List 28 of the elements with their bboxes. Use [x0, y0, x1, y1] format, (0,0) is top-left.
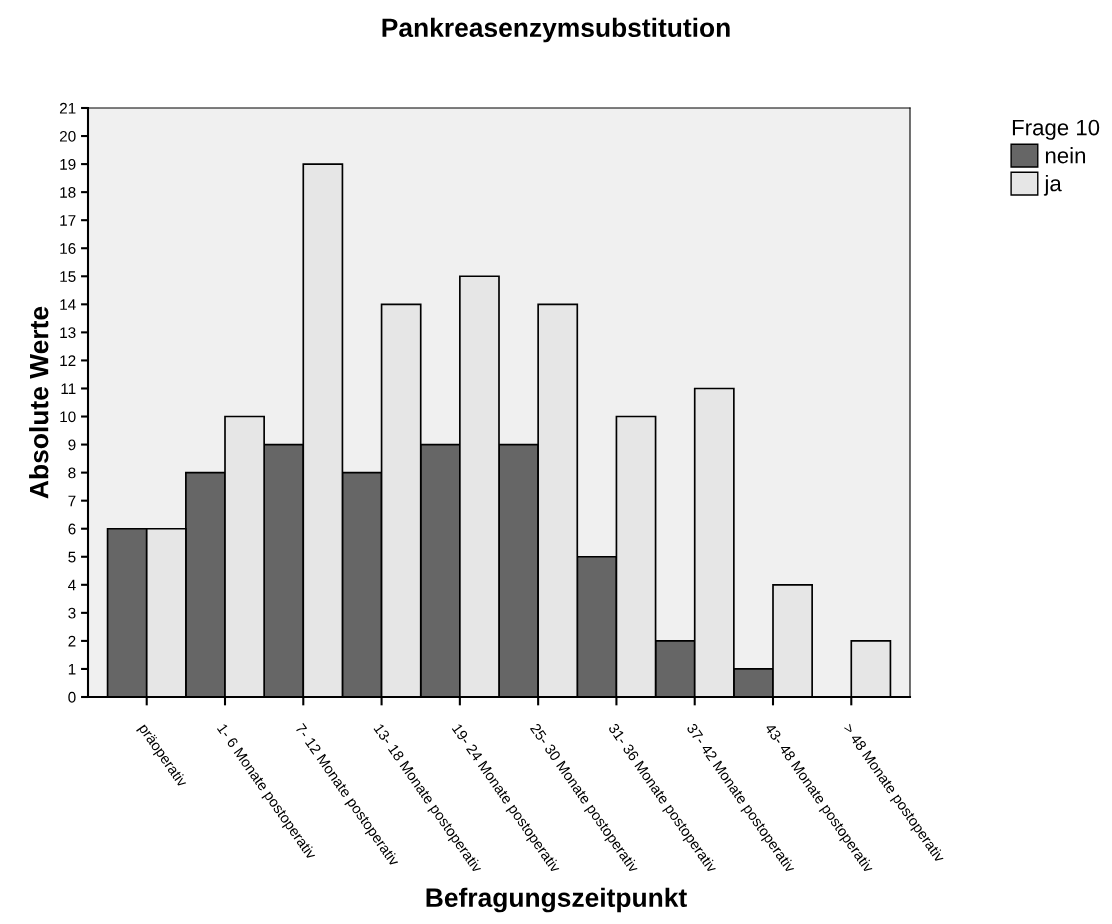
y-tick-label: 15 — [60, 271, 76, 282]
y-tick-label: 20 — [59, 130, 76, 142]
y-axis-title: Absolute Werte — [29, 306, 49, 499]
y-tick-label: 14 — [60, 299, 76, 310]
y-tick-label: 9 — [68, 439, 76, 451]
y-tick-label: 1 — [68, 663, 76, 675]
y-tick-label: 5 — [68, 551, 76, 563]
y-tick-label: 11 — [61, 383, 76, 395]
y-tick-label: 16 — [60, 243, 76, 254]
y-tick-label: 17 — [60, 215, 76, 226]
y-tick-label: 8 — [68, 467, 76, 479]
y-tick-label: 10 — [60, 411, 76, 423]
y-tick-label: 2 — [68, 635, 76, 647]
y-tick-label: 6 — [68, 523, 76, 535]
y-tick-label: 18 — [60, 187, 76, 198]
y-tick-label: 7 — [68, 495, 76, 507]
legend-label: ja — [1043, 175, 1062, 196]
y-tick-label: 19 — [60, 158, 76, 170]
chart-title: Pankreasenzymsubstitution — [382, 17, 730, 43]
y-tick-label: 4 — [68, 579, 76, 591]
y-tick-label: 21 — [59, 102, 76, 114]
y-tick-label: 0 — [68, 691, 76, 703]
x-axis-title: Befragungszeitpunkt — [426, 887, 687, 913]
y-tick-label: 3 — [68, 607, 76, 619]
y-tick-label: 12 — [60, 355, 76, 366]
legend-title: Frage 10 — [1012, 119, 1100, 140]
legend-label: nein — [1045, 147, 1086, 164]
y-tick-label: 13 — [60, 327, 76, 339]
